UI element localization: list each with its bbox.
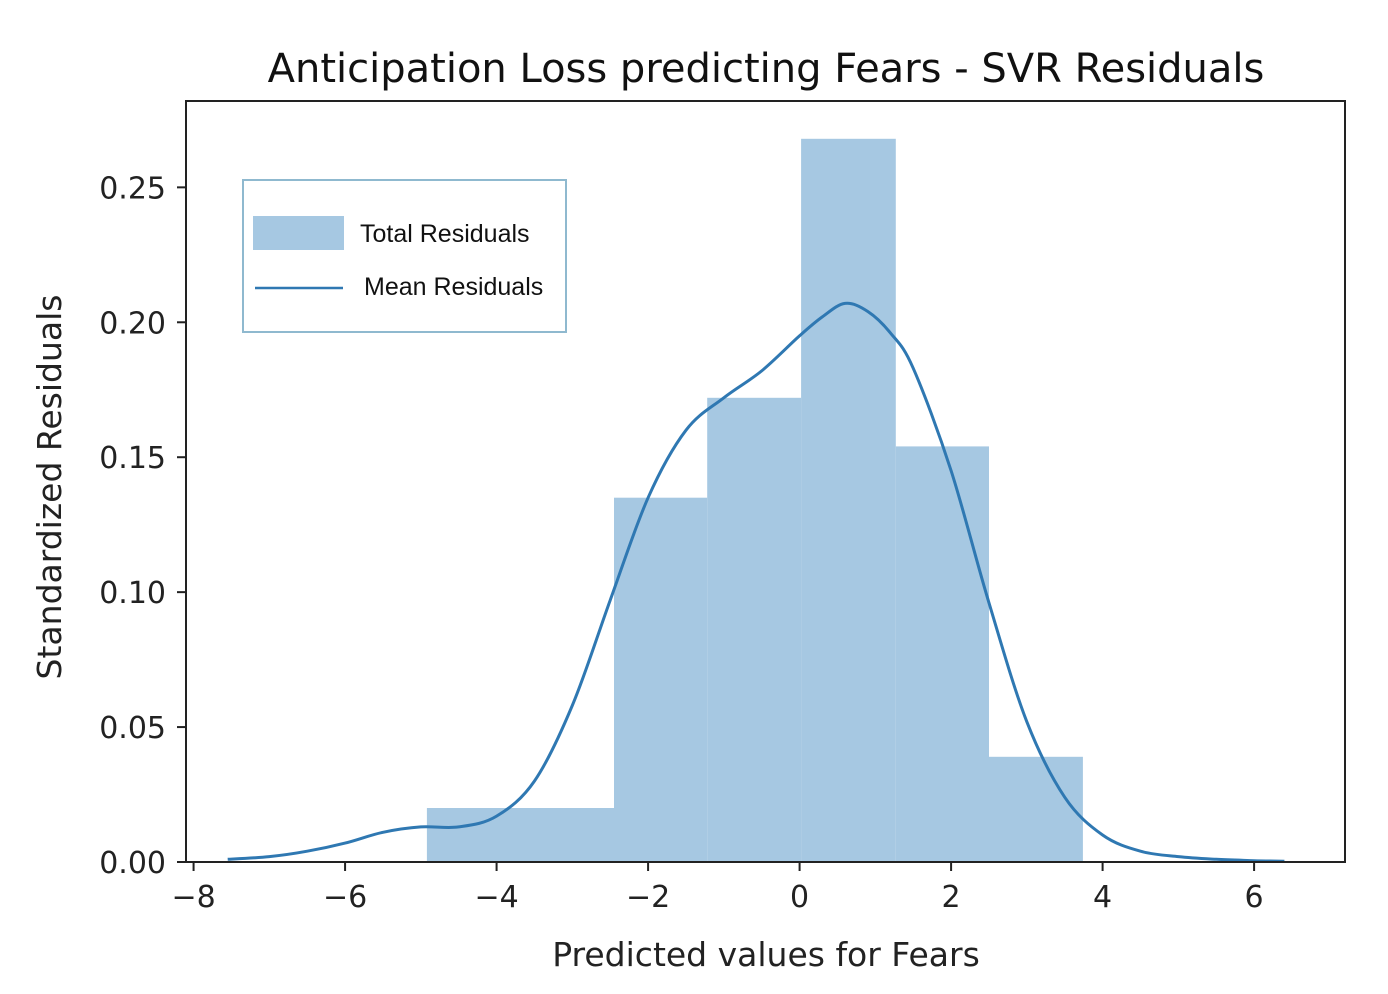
histogram-bar-5	[895, 446, 989, 862]
plot-frame	[185, 100, 1346, 863]
legend-histogram-swatch	[253, 216, 344, 250]
y-tick-label: 0.20	[99, 306, 166, 341]
x-tick-label: −6	[323, 880, 367, 915]
legend: Total Residuals Mean Residuals	[242, 179, 567, 333]
x-tick-label: 4	[1093, 880, 1112, 915]
histogram-bar-2	[614, 497, 708, 862]
histogram-bar-1	[426, 808, 614, 862]
x-tick-label: −8	[171, 880, 215, 915]
y-tick-label: 0.25	[99, 171, 166, 206]
histogram-bar-4	[801, 138, 896, 863]
x-axis-title: Predicted values for Fears	[552, 935, 980, 974]
x-tick-label: 0	[790, 880, 809, 915]
histogram-bar-3	[707, 397, 802, 862]
x-tick-label: −2	[626, 880, 670, 915]
y-tick-label: 0.10	[99, 576, 166, 611]
x-tick-label: −4	[474, 880, 518, 915]
histogram-bars	[426, 138, 1083, 863]
legend-label-mean-residuals: Mean Residuals	[364, 273, 543, 301]
x-tick-label: 2	[942, 880, 961, 915]
y-axis-ticks: 0.00 0.05 0.10 0.15 0.20 0.25	[99, 171, 186, 881]
y-tick-label: 0.05	[99, 711, 166, 746]
y-tick-label: 0.15	[99, 441, 166, 476]
x-axis-ticks: −8 −6 −4 −2 0 2 4 6	[171, 862, 1264, 915]
chart-title: Anticipation Loss predicting Fears - SVR…	[268, 46, 1265, 92]
legend-box	[242, 179, 567, 333]
y-axis-title: Standardized Residuals	[30, 295, 69, 680]
histogram-bar-6	[989, 756, 1083, 862]
legend-label-total-residuals: Total Residuals	[360, 220, 530, 248]
y-tick-label: 0.00	[99, 846, 166, 881]
x-tick-label: 6	[1245, 880, 1264, 915]
kde-curve	[227, 301, 1285, 863]
